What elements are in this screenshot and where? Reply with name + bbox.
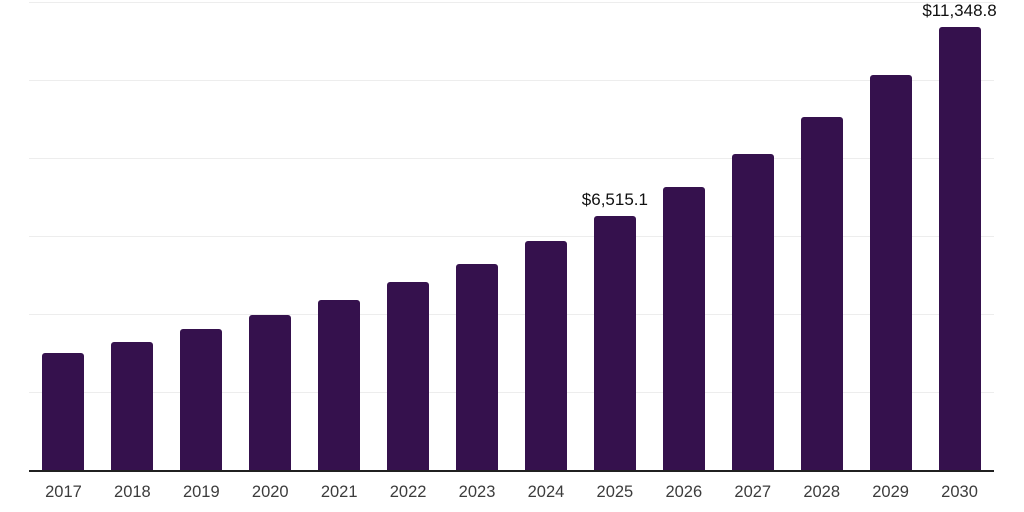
x-tick-label-2029: 2029 <box>872 483 909 501</box>
x-tick-label-2030: 2030 <box>941 483 978 501</box>
gridline-4000 <box>29 314 994 315</box>
bar-2029 <box>869 74 912 470</box>
gridline-2000 <box>29 392 994 393</box>
gridline-8000 <box>29 158 994 159</box>
bar-2021 <box>318 299 361 470</box>
x-tick-label-2020: 2020 <box>251 483 289 501</box>
bar-2018 <box>111 342 154 470</box>
x-tick-label-2023: 2023 <box>458 483 496 501</box>
x-tick-label-2027: 2027 <box>734 483 772 501</box>
bar-2017 <box>42 353 85 470</box>
bar-2022 <box>387 282 430 470</box>
bar-2027 <box>731 154 774 470</box>
x-tick-label-2019: 2019 <box>182 483 220 501</box>
gridline-6000 <box>29 236 994 237</box>
x-tick-label-2018: 2018 <box>114 483 151 501</box>
x-tick-label-2026: 2026 <box>665 483 703 501</box>
bar-2025 <box>593 215 636 470</box>
bar-2019 <box>180 329 223 470</box>
x-tick-label-2025: 2025 <box>596 483 634 501</box>
bar-2028 <box>800 117 843 470</box>
gridline-12000 <box>29 2 994 3</box>
x-tick-label-2024: 2024 <box>527 483 565 501</box>
gridline-10000 <box>29 80 994 81</box>
bar-value-label-2025: $6,515.1 <box>581 189 648 209</box>
bar-2024 <box>524 241 567 470</box>
x-tick-label-2017: 2017 <box>45 483 82 501</box>
x-tick-label-2022: 2022 <box>389 483 427 501</box>
bar-2023 <box>456 264 499 470</box>
bar-2030 <box>938 27 981 470</box>
bar-value-label-2030: $11,348.8 <box>922 1 997 21</box>
x-tick-label-2021: 2021 <box>320 483 358 501</box>
x-axis-tick-labels: 2017 2018 2019 2020 2021 2022 2023 2024 2025 2026… <box>29 482 994 506</box>
plot-area: $6,515.1 $11,348.8 <box>29 1 997 472</box>
bar-2020 <box>249 315 292 470</box>
x-tick-label-2028: 2028 <box>803 483 841 501</box>
bar-2026 <box>662 186 705 470</box>
